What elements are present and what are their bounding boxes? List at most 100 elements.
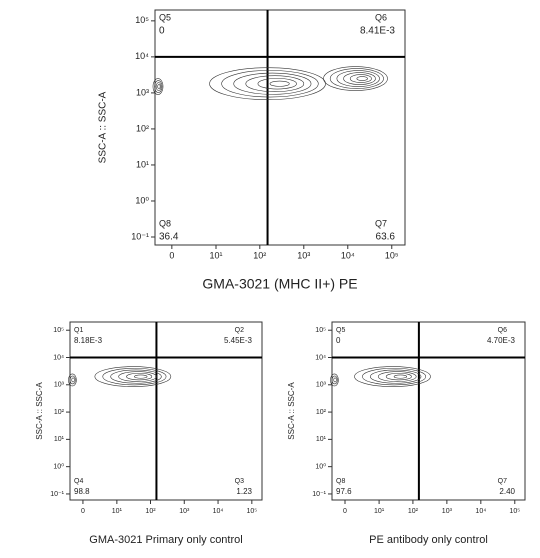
y-tick-label: 10² — [136, 123, 149, 133]
contour-ring — [245, 75, 305, 93]
x-tick-label: 10³ — [297, 250, 310, 260]
quadrant-name: Q4 — [74, 478, 83, 485]
x-tick-label: 10⁵ — [509, 508, 520, 515]
quadrant-name: Q8 — [336, 478, 345, 485]
contour-ring — [221, 70, 319, 98]
y-axis-label: SSC-A :: SSC-A — [287, 382, 296, 440]
y-tick-label: 10⁰ — [53, 463, 64, 471]
x-tick-label: 10² — [408, 508, 419, 515]
quadrant-name: Q7 — [375, 218, 387, 228]
y-tick-label: 10⁻¹ — [312, 491, 326, 498]
y-tick-label: 10⁻¹ — [50, 491, 64, 498]
population-contour — [323, 66, 388, 91]
y-tick-label: 10⁴ — [135, 51, 149, 61]
population-contour — [68, 373, 77, 387]
quadrant-name: Q2 — [235, 327, 244, 334]
contour-ring — [330, 373, 339, 387]
x-axis-label: GMA-3021 (MHC II+) PE — [202, 276, 357, 292]
y-tick-label: 10³ — [316, 382, 327, 389]
y-tick-label: 10⁵ — [135, 15, 149, 25]
population-contour — [94, 366, 172, 387]
quadrant-name: Q6 — [375, 12, 387, 22]
contour-ring — [323, 66, 388, 91]
y-tick-label: 10⁻¹ — [131, 231, 149, 241]
quadrant-value: 97.6 — [336, 487, 352, 496]
y-tick-label: 10¹ — [136, 159, 149, 169]
y-axis-label: SSC-A :: SSC-A — [35, 382, 44, 440]
x-tick-label: 10¹ — [210, 250, 223, 260]
contour-ring — [71, 377, 75, 383]
y-tick-label: 10¹ — [316, 436, 327, 443]
quadrant-value: 2.40 — [499, 487, 515, 496]
population-contour — [354, 366, 431, 387]
y-tick-label: 10⁰ — [315, 463, 326, 471]
y-tick-label: 10² — [54, 409, 65, 416]
contour-ring — [329, 68, 384, 89]
contour-ring — [370, 369, 422, 384]
y-tick-label: 10⁵ — [315, 327, 326, 334]
contour-ring — [102, 367, 167, 386]
contour-ring — [333, 377, 337, 383]
contour-ring — [134, 374, 148, 379]
x-tick-label: 10⁴ — [213, 508, 224, 515]
plot-frame — [331, 321, 526, 501]
population-contour — [209, 67, 326, 101]
x-axis-label: GMA-3021 Primary only control — [89, 534, 242, 546]
quadrant-name: Q5 — [336, 327, 345, 334]
quadrant-name: Q3 — [235, 478, 244, 485]
y-tick-label: 10³ — [54, 382, 65, 389]
quadrant-value: 63.6 — [376, 232, 396, 243]
x-tick-label: 10¹ — [112, 508, 123, 515]
x-tick-label: 0 — [169, 250, 174, 260]
quadrant-value: 4.70E-3 — [487, 336, 516, 345]
contour-ring — [343, 72, 376, 85]
contour-ring — [69, 375, 76, 385]
x-tick-label: 0 — [81, 508, 85, 515]
contour-ring — [126, 372, 153, 381]
x-tick-label: 10¹ — [374, 508, 385, 515]
contour-ring — [157, 84, 161, 89]
x-tick-label: 10² — [253, 250, 266, 260]
quadrant-value: 36.4 — [159, 232, 179, 243]
contour-ring — [356, 76, 368, 81]
quadrant-value: 98.8 — [74, 487, 90, 496]
x-tick-label: 10⁴ — [341, 250, 355, 260]
contour-ring — [393, 374, 408, 379]
x-axis-label: PE antibody only control — [369, 534, 488, 546]
x-tick-label: 10⁵ — [246, 508, 257, 515]
contour-ring — [362, 367, 427, 386]
plot-frame — [154, 9, 406, 246]
contour-ring — [152, 78, 164, 95]
quadrant-value: 0 — [336, 336, 341, 345]
quadrant-value: 8.18E-3 — [74, 336, 103, 345]
contour-ring — [269, 80, 290, 87]
x-tick-label: 10² — [145, 508, 156, 515]
contour-ring — [155, 82, 162, 91]
contour-ring — [331, 375, 338, 385]
quadrant-name: Q8 — [159, 218, 171, 228]
y-axis-label: SSC-A :: SSC-A — [98, 91, 109, 163]
contour-ring — [68, 373, 77, 387]
y-tick-label: 10³ — [136, 87, 149, 97]
quadrant-name: Q7 — [498, 478, 507, 485]
x-tick-label: 10³ — [442, 508, 453, 515]
x-tick-label: 10⁵ — [385, 250, 399, 260]
y-tick-label: 10⁴ — [53, 354, 64, 361]
contour-ring — [336, 70, 380, 87]
population-contour — [152, 78, 164, 95]
contour-ring — [154, 80, 163, 93]
contour-ring — [257, 78, 297, 90]
quadrant-value: 5.45E-3 — [224, 336, 253, 345]
contour-ring — [209, 67, 326, 101]
contour-ring — [385, 372, 412, 381]
y-tick-label: 10² — [316, 409, 327, 416]
quadrant-value: 0 — [159, 26, 165, 37]
x-tick-label: 10⁴ — [475, 508, 486, 515]
contour-ring — [349, 74, 372, 83]
x-tick-label: 0 — [343, 508, 347, 515]
quadrant-value: 1.23 — [236, 487, 252, 496]
contour-ring — [94, 366, 172, 387]
population-contour — [330, 373, 339, 387]
y-tick-label: 10⁰ — [135, 195, 149, 205]
